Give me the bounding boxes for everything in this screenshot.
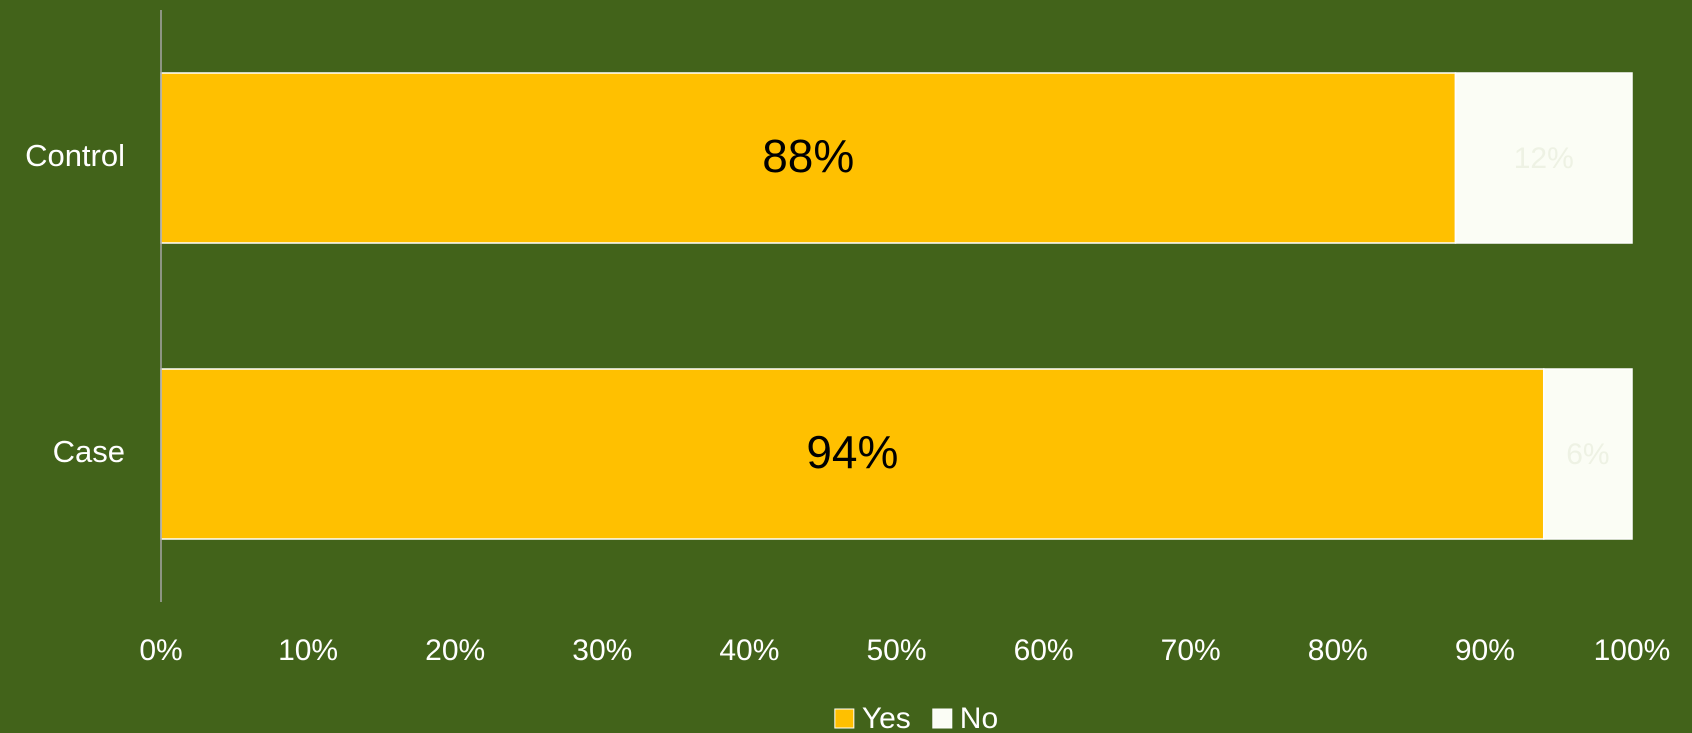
data-label: 6% (1566, 438, 1609, 471)
bar-segment (1542, 368, 1633, 540)
y-tick-label: Case (53, 434, 125, 469)
x-tick-label: 50% (866, 634, 926, 667)
legend-label: Yes (862, 702, 911, 733)
data-label: 12% (1514, 142, 1574, 175)
legend-swatch (932, 708, 953, 729)
y-tick-label: Control (25, 138, 125, 173)
x-tick-label: 40% (719, 634, 779, 667)
x-tick-label: 10% (278, 634, 338, 667)
x-tick-label: 20% (425, 634, 485, 667)
x-tick-label: 60% (1014, 634, 1074, 667)
x-tick-label: 80% (1308, 634, 1368, 667)
bar-segment (1454, 72, 1633, 244)
x-tick-label: 0% (139, 634, 182, 667)
legend-label: No (960, 702, 998, 733)
bar-segment (160, 368, 1545, 540)
data-label: 94% (806, 426, 898, 478)
x-tick-label: 70% (1161, 634, 1221, 667)
x-tick-label: 30% (572, 634, 632, 667)
x-tick-label: 90% (1455, 634, 1515, 667)
x-tick-label: 100% (1594, 634, 1671, 667)
legend-swatch (834, 708, 855, 729)
data-label: 88% (762, 130, 854, 182)
bar-segment (160, 72, 1457, 244)
